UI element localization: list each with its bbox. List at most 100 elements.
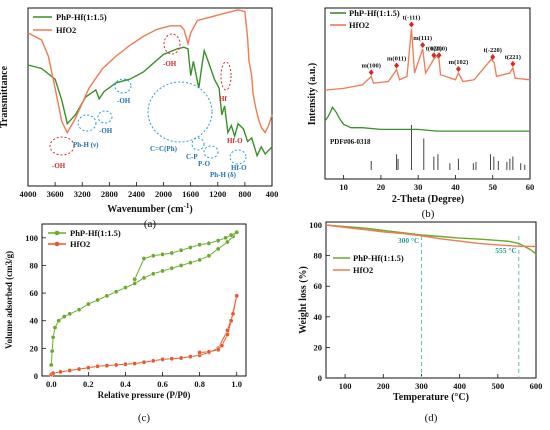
c-data-point [197, 257, 202, 263]
ph-h-delta-label: Ph-H (δ) [210, 171, 237, 179]
ph-h-v-label: Ph-H (ν) [73, 141, 99, 149]
c-data-point [197, 350, 202, 355]
panel-b-peak-labels: m(100) m(011) t(-111) m(111) t(020)t(200)m(1… [361, 15, 521, 76]
c-data-point [197, 242, 202, 248]
b-peak-marker [490, 54, 496, 61]
legend-d-label-0: PhP-Hf(1:1.5) [353, 253, 404, 263]
c-data-point [141, 359, 147, 365]
c-data-point [234, 229, 240, 235]
c-data-point [188, 245, 193, 250]
c-x-tick-label: 0.4 [120, 379, 131, 389]
oh-high-circle [114, 78, 132, 94]
panel-d-xlabel: Temperature (°C) [393, 392, 469, 403]
c-data-point [223, 235, 228, 241]
oh-high-label: -OH [117, 97, 131, 105]
panel-c-ylabel: Volume adsorbed (cm3/g) [4, 251, 14, 349]
c-data-point [56, 318, 61, 324]
panel-c-legend: PhP-Hf(1:1.5) HfO2 [48, 228, 121, 249]
c-data-point [67, 368, 73, 373]
c-data-point [225, 332, 230, 337]
a-x-tick-label: 2000 [155, 189, 172, 199]
b-peak-label: m(111) [413, 35, 432, 42]
b-peak-marker [436, 52, 442, 59]
c-data-point [219, 343, 225, 348]
c-data-point [169, 250, 175, 256]
b-peak-marker [420, 42, 426, 49]
c-data-point [150, 358, 156, 364]
p-o-label: P-O [198, 160, 211, 168]
b-peak-marker [510, 60, 516, 67]
c-data-point [104, 293, 110, 299]
panel-c-frame [41, 223, 247, 377]
c-p-label: C-P [186, 153, 198, 161]
a-x-tick-label: 2800 [101, 189, 118, 199]
c-x-tick-label: 0.6 [157, 379, 168, 389]
panel-a-annotations: -OH Ph-H (ν) -OH -OH -OH C=C(Ph) C-P P-O… [49, 33, 247, 179]
c-data-point [178, 263, 184, 268]
c-y-tick-label: 80 [30, 260, 39, 270]
c-data-point [67, 311, 73, 317]
hf-o-circle [229, 149, 247, 165]
c-data-point [150, 253, 156, 259]
b-peak-label: t(-220) [484, 47, 502, 54]
legend-a-label-0: PhP-Hf(1:1.5) [56, 12, 107, 22]
b-x-tick-label: 20 [377, 182, 386, 192]
b-series-line-1 [324, 28, 531, 91]
c-x-tick-label: 0.0 [46, 379, 57, 389]
b-peak-marker [408, 21, 414, 28]
c-data-point [123, 361, 128, 367]
b-peak-label: m(011) [387, 56, 406, 63]
b-x-tick-label: 60 [526, 182, 535, 192]
panel-d-tga: 100 200 300 400 500 600 0 20 40 60 80 100 300 °C 555… [298, 220, 542, 424]
b-x-tick-label: 10 [339, 182, 348, 192]
c-data-point [169, 356, 175, 362]
c-data-point [228, 318, 234, 324]
a-x-tick-label: 3200 [74, 189, 91, 199]
c-data-point [86, 301, 91, 307]
legend-c-marker-0 [54, 230, 60, 236]
p-o-circle [203, 145, 219, 159]
panel-d-curves [325, 224, 537, 255]
c-data-point [228, 232, 234, 238]
panel-c-xlabel: Relative pressure (P/P0) [98, 390, 191, 400]
c-data-point [225, 239, 230, 245]
c-data-point [141, 275, 147, 281]
c-data-point [76, 307, 82, 312]
legend-c-label-0: PhP-Hf(1:1.5) [70, 228, 121, 238]
c-data-point [58, 369, 63, 375]
d-x-tick-label: 600 [530, 381, 543, 391]
legend-c-marker-1 [54, 241, 60, 247]
c-x-tick-label: 1.0 [231, 379, 242, 389]
b-peak-label: t(200) [431, 45, 447, 52]
oh-mid-circle [97, 110, 113, 124]
panel-a-xlabel: Wavenumber (cm-1) [107, 202, 192, 215]
b-series-line-0 [324, 105, 530, 132]
cc-ph-label: C=C(Ph) [150, 145, 178, 153]
c-data-point [48, 362, 54, 368]
b-peak-marker [431, 52, 437, 59]
panel-d-frame [325, 221, 537, 379]
c-series-line-3 [199, 295, 238, 353]
panel-c-bet: 0.0 0.2 0.4 0.6 0.8 1.0 0 20 40 60 80 100 PhP-Hf(1:… [4, 223, 247, 424]
d-y-tick-label: 20 [314, 342, 323, 352]
hf-o-label-2: Hf-O [231, 164, 247, 172]
d-y-tick-label: 60 [314, 281, 323, 291]
c-x-tick-label: 0.8 [194, 379, 205, 389]
c-p-circle [191, 137, 205, 151]
c-data-point [206, 241, 212, 246]
b-peak-label: m(102) [449, 59, 469, 66]
c-y-tick-label: 20 [30, 343, 39, 353]
c-data-point [169, 265, 175, 271]
panel-b-legend: PhP-Hf(1:1.5) HfO2 [330, 8, 400, 30]
c-data-point [113, 362, 119, 368]
c-data-point [215, 238, 221, 243]
b-peak-marker [455, 65, 461, 72]
c-data-point [61, 314, 67, 319]
panel-a-ylabel: Transmittance [0, 65, 10, 128]
b-x-tick-label: 40 [451, 182, 460, 192]
a-x-tick-label: 800 [239, 189, 252, 199]
d-x-tick-label: 300 [415, 381, 428, 391]
c-data-point [104, 363, 110, 368]
b-peak-label: t(221) [505, 54, 521, 61]
ph-h-v-circle [77, 114, 97, 132]
